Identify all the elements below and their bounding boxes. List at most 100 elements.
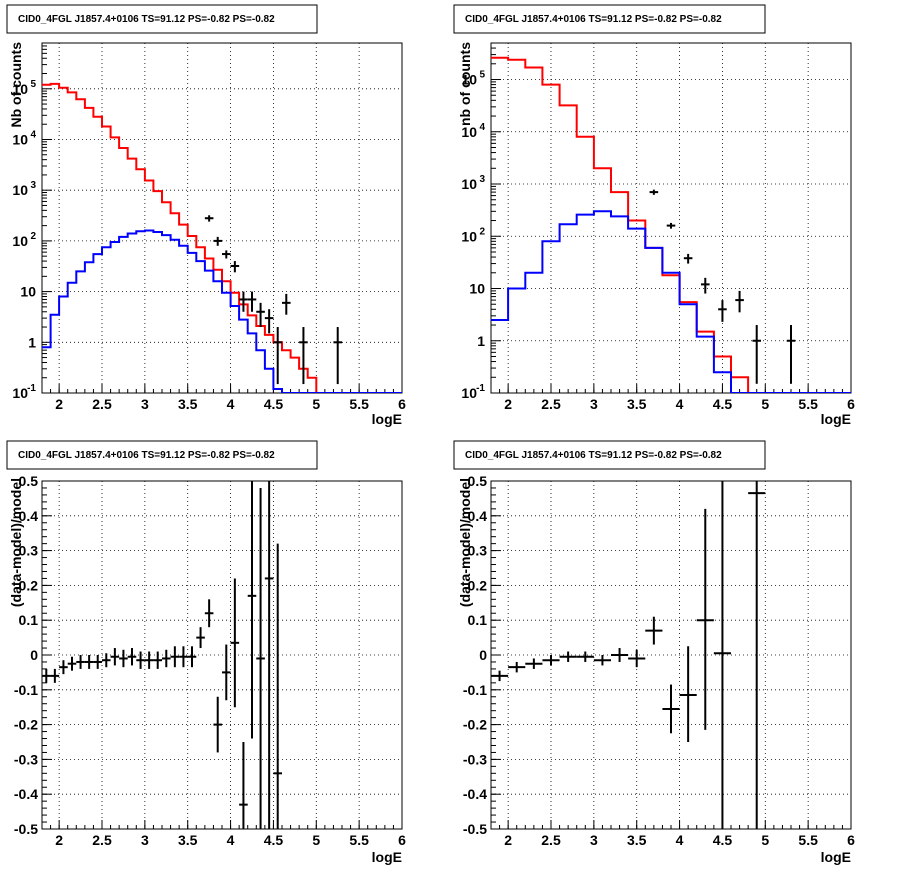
data-layer	[42, 82, 402, 393]
x-tick-label: 5.5	[349, 832, 369, 848]
y-tick-label: 10	[461, 72, 477, 88]
data-point	[299, 327, 308, 385]
y-tick-label: 10	[12, 81, 28, 97]
y-tick-label: -0.2	[14, 717, 38, 733]
data-point	[67, 656, 77, 671]
data-point	[542, 655, 560, 666]
data-point	[576, 651, 594, 662]
data-point	[179, 646, 188, 668]
data-point	[213, 696, 222, 753]
x-tick-label: 6	[398, 396, 406, 412]
data-point	[230, 261, 240, 273]
y-tick-label: 0.5	[19, 473, 39, 489]
x-tick-label: 5.5	[798, 396, 818, 412]
y-axis-label: (data-model)/model	[8, 478, 24, 607]
y-tick-label: 0.2	[19, 577, 39, 593]
y-tick-exponent: 5	[479, 70, 485, 81]
y-tick-label: 10	[12, 233, 28, 249]
x-tick-label: 3	[141, 832, 149, 848]
data-point	[264, 481, 274, 829]
x-tick-label: 4	[676, 396, 684, 412]
x-tick-label: 2	[55, 396, 63, 412]
y-tick-label: 0.5	[468, 473, 488, 489]
data-point	[559, 651, 577, 662]
data-point	[102, 653, 111, 668]
y-tick-label: 0	[30, 647, 38, 663]
x-tick-label: 6	[847, 832, 855, 848]
x-axis-label: logE	[372, 411, 402, 427]
title-box	[6, 4, 318, 34]
data-point	[645, 616, 663, 645]
data-point	[213, 236, 222, 246]
data-point	[222, 644, 231, 701]
x-tick-label: 5.5	[798, 832, 818, 848]
data-point	[136, 651, 145, 669]
y-tick-label: 10	[461, 124, 477, 140]
x-axis-label: logE	[821, 849, 851, 865]
x-tick-label: 2.5	[92, 396, 112, 412]
y-axis-label: nb of counts	[457, 42, 473, 126]
data-point	[735, 290, 744, 313]
y-tick-label: -0.1	[463, 682, 487, 698]
x-tick-label: 3	[590, 396, 598, 412]
model-histogram-total	[42, 82, 402, 393]
data-point	[683, 253, 693, 264]
data-point	[752, 325, 761, 384]
data-point	[144, 651, 154, 669]
data-point	[748, 481, 766, 829]
data-point	[230, 578, 240, 708]
data-point	[119, 649, 128, 668]
data-point	[666, 222, 676, 229]
y-tick-exponent: 5	[30, 79, 36, 90]
data-point	[247, 291, 257, 312]
y-tick-label: 10	[461, 385, 477, 401]
model-histogram-source	[491, 210, 851, 393]
y-tick-exponent: 3	[30, 180, 36, 191]
x-tick-label: 2	[504, 832, 512, 848]
x-tick-label: 4.5	[264, 832, 284, 848]
x-tick-label: 6	[398, 832, 406, 848]
x-tick-label: 6	[847, 396, 855, 412]
data-point	[76, 655, 85, 669]
data-point	[628, 649, 646, 668]
x-tick-label: 3.5	[627, 396, 647, 412]
y-tick-label: -0.5	[463, 821, 487, 837]
data-layer	[491, 56, 851, 393]
data-point	[696, 508, 714, 730]
panel-title: CID0_4FGL J1857.4+0106 TS=91.12 PS=-0.82…	[18, 450, 275, 461]
x-tick-label: 5.5	[349, 396, 369, 412]
x-tick-label: 4	[227, 832, 235, 848]
data-point	[93, 655, 102, 669]
data-point	[84, 655, 94, 669]
data-point	[649, 189, 659, 195]
y-tick-exponent: 4	[30, 129, 36, 140]
data-layer	[42, 481, 282, 829]
x-tick-label: 5	[761, 396, 769, 412]
data-point	[170, 646, 180, 668]
x-tick-label: 3.5	[178, 832, 198, 848]
panel-counts-fine-binning: CID0_4FGL J1857.4+0106 TS=91.12 PS=-0.82…	[6, 4, 406, 427]
x-tick-label: 2	[55, 832, 63, 848]
data-point	[333, 327, 342, 385]
data-point	[273, 327, 282, 385]
y-tick-exponent: 2	[30, 231, 36, 242]
plot-frame	[41, 42, 403, 394]
y-tick-label: 0.3	[468, 543, 488, 559]
y-tick-exponent: -1	[476, 383, 485, 394]
data-point	[50, 668, 60, 683]
y-tick-label: -0.4	[463, 786, 487, 802]
y-tick-label: 1	[28, 334, 36, 350]
data-point	[256, 302, 265, 328]
y-tick-label: -0.1	[14, 682, 38, 698]
y-axis-label: (data-model)/model	[457, 478, 473, 607]
x-tick-label: 2	[504, 396, 512, 412]
y-tick-label: 10	[461, 228, 477, 244]
y-tick-exponent: -1	[27, 383, 36, 394]
data-point	[713, 481, 731, 829]
y-tick-label: 0.1	[468, 612, 488, 628]
y-tick-label: 1	[477, 333, 485, 349]
y-tick-label: 0.2	[468, 577, 488, 593]
data-point	[239, 291, 248, 312]
panel-title: CID0_4FGL J1857.4+0106 TS=91.12 PS=-0.82…	[465, 14, 722, 25]
x-tick-label: 4.5	[713, 832, 733, 848]
